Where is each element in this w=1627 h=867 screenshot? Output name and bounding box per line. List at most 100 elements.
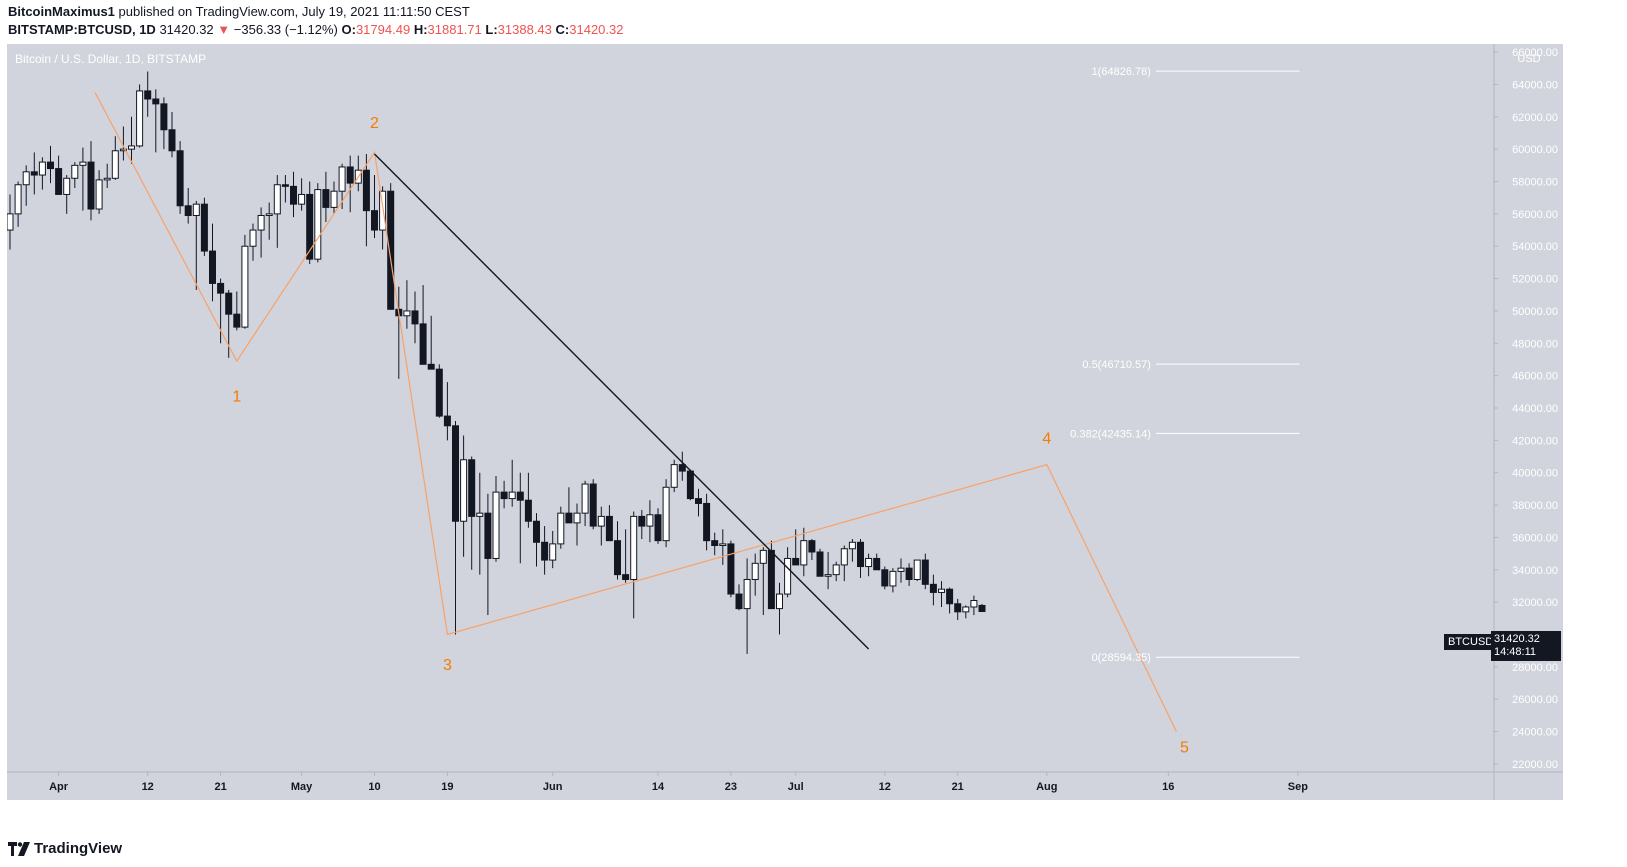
- candle-body-down: [484, 512, 492, 559]
- candle-body-down: [881, 569, 889, 587]
- candle: [889, 568, 897, 593]
- candle-body-up: [136, 90, 144, 147]
- candle-body-down: [160, 103, 168, 131]
- candle: [14, 181, 22, 227]
- candle-body-down: [435, 368, 443, 417]
- candle-body-down: [711, 540, 719, 547]
- candle-body-up: [630, 515, 638, 580]
- candle-body-down: [47, 161, 54, 170]
- candle: [581, 480, 589, 527]
- high-label: H:: [413, 22, 428, 37]
- close-label: C:: [555, 22, 570, 37]
- fib-level-label: 0(28594.35): [1092, 652, 1151, 664]
- time-tick-label: 16: [1162, 781, 1174, 793]
- candle-body-up: [573, 512, 581, 524]
- candle-body-up: [119, 148, 127, 152]
- candle-body-down: [30, 171, 38, 176]
- candle-body-up: [897, 567, 905, 572]
- candle: [816, 548, 824, 577]
- time-tick-label: 10: [368, 781, 380, 793]
- candle-body-up: [111, 150, 119, 179]
- candle: [387, 183, 395, 310]
- candle: [63, 175, 71, 214]
- candle-body-down: [541, 541, 549, 561]
- candle-body-up: [257, 214, 265, 231]
- candle: [759, 547, 767, 616]
- candle-body-up: [403, 310, 411, 317]
- candle-body-down: [605, 515, 613, 542]
- time-axis[interactable]: Apr 12 21 May 10 19 Jun 14 23 Jul 12 21 Aug 16 Sep: [49, 772, 1308, 793]
- candle: [865, 553, 873, 577]
- candle-body-down: [419, 323, 427, 365]
- candle: [200, 197, 208, 256]
- candle: [362, 154, 370, 247]
- time-tick-label: Jul: [788, 781, 804, 793]
- time-tick-label: Apr: [49, 781, 69, 793]
- candle-body-up: [662, 486, 670, 542]
- wave-label-2: 2: [370, 115, 379, 132]
- candle-body-up: [670, 464, 678, 488]
- candle: [38, 157, 46, 190]
- price-tick-label: 52000.00: [1512, 274, 1558, 286]
- change-down-icon: ▼: [217, 22, 231, 37]
- candle: [614, 521, 621, 580]
- candle: [776, 582, 783, 635]
- candle-body-up: [192, 203, 200, 216]
- candle-body-down: [346, 166, 354, 184]
- time-tick-label: 21: [214, 781, 226, 793]
- bar-countdown: 14:48:11: [1494, 646, 1537, 658]
- price-axis[interactable]: USD 22000.0024000.0026000.0028000.003000…: [1494, 47, 1558, 771]
- candle-body-down: [290, 185, 297, 205]
- candle: [136, 84, 144, 148]
- plot-area[interactable]: [7, 44, 1494, 772]
- price-tick-label: 44000.00: [1512, 403, 1558, 415]
- candle-body-up: [7, 213, 14, 231]
- author-name[interactable]: BitcoinMaximus1: [8, 4, 115, 19]
- candle: [630, 511, 638, 619]
- candle: [881, 566, 889, 590]
- candle: [119, 126, 127, 161]
- candle-body-down: [954, 603, 962, 613]
- price-tick-label: 36000.00: [1512, 532, 1558, 544]
- candle: [508, 459, 516, 507]
- high-value: 31881.71: [427, 22, 482, 37]
- fib-level-label: 0.5(46710.57): [1082, 359, 1151, 371]
- candle-body-down: [144, 90, 152, 100]
- tradingview-logo[interactable]: TradingView: [8, 840, 122, 857]
- candle-body-up: [492, 491, 500, 559]
- candle: [128, 116, 135, 164]
- candle-body-down: [55, 168, 63, 195]
- price-tick-label: 40000.00: [1512, 468, 1558, 480]
- candle: [427, 315, 435, 370]
- fib-levels: 1(64826.78) 0.5(46710.57) 0.382(42435.14) 0…: [1070, 66, 1300, 664]
- candle-body-down: [371, 210, 378, 231]
- candle: [873, 553, 881, 571]
- candle-body-down: [678, 464, 686, 472]
- candle-body-down: [184, 205, 192, 216]
- candle: [516, 472, 524, 564]
- candle: [646, 500, 654, 543]
- candle: [695, 488, 702, 517]
- candle-body-down: [654, 514, 662, 542]
- candle-body-up: [784, 557, 792, 595]
- candle: [330, 181, 338, 214]
- candle-body-down: [200, 203, 208, 252]
- candle: [654, 508, 662, 544]
- wave-label-1: 1: [232, 389, 241, 406]
- price-tick-label: 24000.00: [1512, 727, 1558, 739]
- candle: [962, 605, 970, 619]
- candle: [784, 547, 792, 598]
- candle-body-up: [71, 164, 79, 179]
- candle-body-up: [338, 166, 346, 192]
- descending-trendline: [374, 153, 870, 650]
- candle-body-up: [848, 541, 856, 550]
- candle: [727, 540, 735, 598]
- candle-body-up: [379, 190, 387, 231]
- candle-body-up: [962, 606, 970, 613]
- candle-body-down: [792, 557, 800, 566]
- candle-body-down: [500, 491, 508, 500]
- candle-body-down: [703, 502, 711, 542]
- candle: [921, 553, 929, 590]
- price-tick-label: 54000.00: [1512, 241, 1558, 253]
